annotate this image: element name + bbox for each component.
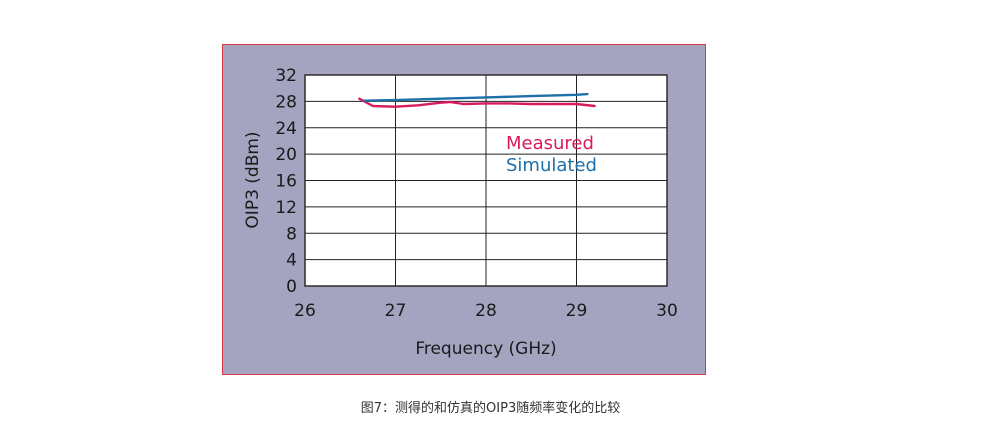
x-tick-label: 30 [656, 301, 678, 321]
x-axis-label: Frequency (GHz) [415, 339, 556, 359]
series-line-simulated [362, 92, 589, 102]
x-tick-label: 26 [294, 301, 316, 321]
plot-border [304, 74, 668, 287]
y-tick-label: 20 [275, 145, 297, 165]
y-tick-label: 4 [286, 251, 297, 271]
oip3-chart: 26 27 28 29 30 0 4 8 12 16 20 24 28 32 Frequency (GHz… [243, 66, 678, 359]
figure-frame: 26 27 28 29 30 0 4 8 12 16 20 24 28 32 Frequency (GHz… [222, 44, 706, 375]
series-layer [358, 92, 596, 108]
y-tick-label: 8 [286, 224, 297, 244]
x-tick-label: 29 [566, 301, 588, 321]
figure-caption: 图7：测得的和仿真的OIP3随频率变化的比较 [360, 401, 621, 416]
y-tick-label: 16 [275, 172, 297, 192]
y-tick-label: 0 [286, 277, 297, 297]
x-tick-label: 28 [475, 301, 497, 321]
legend: Measured Simulated [506, 133, 597, 176]
y-tick-label: 32 [275, 66, 297, 86]
x-tick-label: 27 [385, 301, 407, 321]
legend-measured: Measured [506, 133, 594, 154]
y-tick-label: 28 [275, 92, 297, 112]
y-tick-label: 24 [275, 119, 297, 139]
y-axis-label: OIP3 (dBm) [243, 131, 263, 228]
y-tick-label: 12 [275, 198, 297, 218]
legend-simulated: Simulated [506, 155, 597, 176]
series-line-measured [358, 97, 596, 108]
grid [304, 74, 668, 287]
tick-labels: 26 27 28 29 30 0 4 8 12 16 20 24 28 32 [275, 66, 677, 321]
